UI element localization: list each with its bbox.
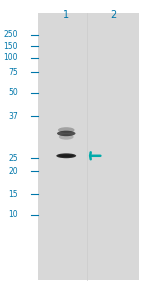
Text: 25: 25	[8, 154, 18, 163]
Ellipse shape	[59, 134, 74, 140]
FancyBboxPatch shape	[38, 13, 139, 280]
Text: 75: 75	[8, 68, 18, 77]
Ellipse shape	[58, 127, 75, 133]
Ellipse shape	[56, 153, 76, 158]
Text: 150: 150	[3, 42, 18, 51]
Text: 15: 15	[8, 190, 18, 199]
Text: 1: 1	[63, 10, 69, 20]
Text: 20: 20	[8, 167, 18, 176]
Text: 50: 50	[8, 88, 18, 97]
Ellipse shape	[58, 154, 74, 157]
Ellipse shape	[57, 131, 75, 136]
Text: 2: 2	[110, 10, 116, 20]
Text: 10: 10	[8, 210, 18, 219]
Text: 250: 250	[3, 30, 18, 39]
Text: 100: 100	[3, 54, 18, 62]
Text: 37: 37	[8, 112, 18, 120]
